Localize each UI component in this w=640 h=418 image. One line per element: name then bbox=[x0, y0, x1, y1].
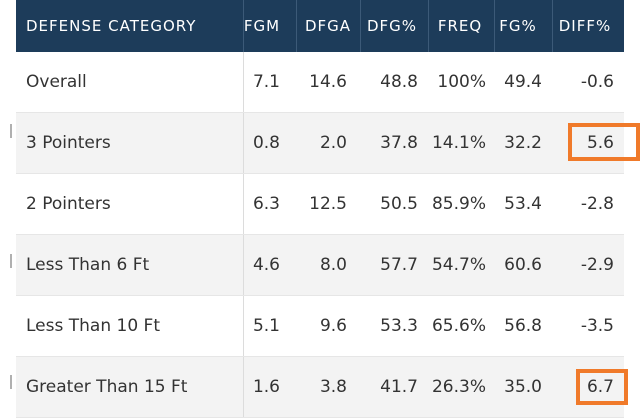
category-cell: 3 Pointers bbox=[26, 133, 111, 153]
scroll-marker bbox=[10, 124, 12, 138]
category-cell: Greater Than 15 Ft bbox=[26, 377, 188, 397]
column-divider bbox=[243, 235, 244, 295]
dfga-cell: 9.6 bbox=[319, 316, 347, 336]
freq-cell: 100% bbox=[437, 72, 486, 92]
dfga-cell: 2.0 bbox=[319, 133, 347, 153]
column-divider bbox=[428, 0, 429, 52]
dfg-pct-cell: 48.8 bbox=[380, 72, 418, 92]
column-divider bbox=[243, 113, 244, 173]
dfg-pct-cell: 53.3 bbox=[380, 316, 418, 336]
category-cell: Less Than 6 Ft bbox=[26, 255, 150, 275]
column-divider bbox=[296, 0, 297, 52]
fgm-cell: 1.6 bbox=[252, 377, 280, 397]
dfg-pct-cell: 50.5 bbox=[380, 194, 418, 214]
column-header-diff-pct[interactable]: DIFF% bbox=[558, 17, 612, 35]
column-header-dfga[interactable]: DFGA bbox=[304, 17, 352, 35]
highlight-box bbox=[568, 123, 640, 161]
diff-pct-cell: -2.8 bbox=[580, 194, 614, 214]
scroll-marker bbox=[10, 375, 12, 389]
diff-pct-cell: 5.6 bbox=[586, 133, 614, 153]
fg-pct-cell: 35.0 bbox=[504, 377, 542, 397]
fgm-cell: 5.1 bbox=[252, 316, 280, 336]
fg-pct-cell: 56.8 bbox=[504, 316, 542, 336]
column-header-dfg-pct[interactable]: DFG% bbox=[366, 17, 418, 35]
fgm-cell: 4.6 bbox=[252, 255, 280, 275]
fgm-cell: 0.8 bbox=[252, 133, 280, 153]
fg-pct-cell: 49.4 bbox=[504, 72, 542, 92]
table-row[interactable]: 3 Pointers 0.8 2.0 37.8 14.1% 32.2 5.6 bbox=[16, 113, 640, 174]
fgm-cell: 6.3 bbox=[252, 194, 280, 214]
fgm-cell: 7.1 bbox=[252, 72, 280, 92]
column-header-fg-pct[interactable]: FG% bbox=[499, 17, 537, 35]
diff-pct-cell: 6.7 bbox=[586, 377, 614, 397]
category-cell: 2 Pointers bbox=[26, 194, 111, 214]
diff-pct-cell: -2.9 bbox=[580, 255, 614, 275]
column-divider bbox=[243, 52, 244, 112]
column-header-fgm[interactable]: FGM bbox=[243, 17, 281, 35]
scroll-marker bbox=[10, 254, 12, 268]
dfg-pct-cell: 41.7 bbox=[380, 377, 418, 397]
dfga-cell: 12.5 bbox=[309, 194, 347, 214]
column-header-freq[interactable]: FREQ bbox=[437, 17, 483, 35]
column-divider bbox=[494, 0, 495, 52]
dfg-pct-cell: 37.8 bbox=[380, 133, 418, 153]
freq-cell: 54.7% bbox=[431, 255, 486, 275]
column-divider bbox=[552, 0, 553, 52]
table-row[interactable]: Overall 7.1 14.6 48.8 100% 49.4 -0.6 bbox=[16, 52, 624, 113]
freq-cell: 14.1% bbox=[431, 133, 486, 153]
dfga-cell: 8.0 bbox=[319, 255, 347, 275]
column-divider bbox=[243, 174, 244, 234]
fg-pct-cell: 60.6 bbox=[504, 255, 542, 275]
column-header-defense-category[interactable]: DEFENSE CATEGORY bbox=[26, 17, 197, 35]
fg-pct-cell: 32.2 bbox=[504, 133, 542, 153]
highlight-box bbox=[576, 369, 628, 405]
dfg-pct-cell: 57.7 bbox=[380, 255, 418, 275]
diff-pct-cell: -3.5 bbox=[580, 316, 614, 336]
category-cell: Less Than 10 Ft bbox=[26, 316, 160, 336]
column-divider bbox=[360, 0, 361, 52]
defense-table: DEFENSE CATEGORY FGM DFGA DFG% FREQ FG% … bbox=[16, 0, 640, 418]
column-divider bbox=[243, 0, 244, 52]
table-row[interactable]: Less Than 6 Ft 4.6 8.0 57.7 54.7% 60.6 -… bbox=[16, 235, 624, 296]
fg-pct-cell: 53.4 bbox=[504, 194, 542, 214]
table-row[interactable]: 2 Pointers 6.3 12.5 50.5 85.9% 53.4 -2.8 bbox=[16, 174, 624, 235]
diff-pct-cell: -0.6 bbox=[580, 72, 614, 92]
dfga-cell: 3.8 bbox=[319, 377, 347, 397]
freq-cell: 26.3% bbox=[431, 377, 486, 397]
freq-cell: 85.9% bbox=[431, 194, 486, 214]
freq-cell: 65.6% bbox=[431, 316, 486, 336]
column-divider bbox=[243, 357, 244, 417]
table-row[interactable]: Less Than 10 Ft 5.1 9.6 53.3 65.6% 56.8 … bbox=[16, 296, 624, 357]
table-header-row: DEFENSE CATEGORY FGM DFGA DFG% FREQ FG% … bbox=[16, 0, 624, 52]
table-row[interactable]: Greater Than 15 Ft 1.6 3.8 41.7 26.3% 35… bbox=[16, 357, 628, 418]
dfga-cell: 14.6 bbox=[309, 72, 347, 92]
column-divider bbox=[243, 296, 244, 356]
category-cell: Overall bbox=[26, 72, 87, 92]
